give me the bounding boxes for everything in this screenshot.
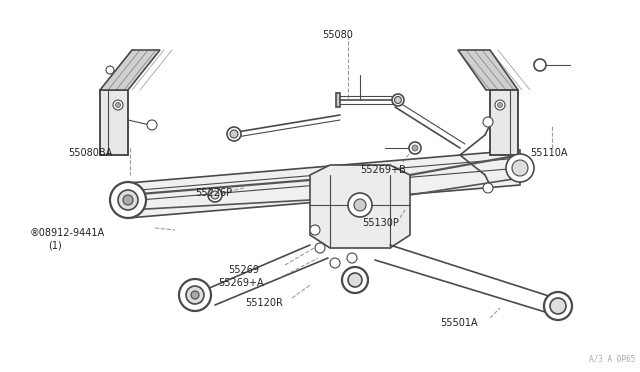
Circle shape [123, 195, 133, 205]
Text: (1): (1) [48, 240, 61, 250]
Circle shape [118, 190, 138, 210]
Text: 55269+A: 55269+A [218, 278, 264, 288]
Circle shape [495, 100, 505, 110]
Circle shape [113, 100, 123, 110]
Text: 55080: 55080 [322, 30, 353, 40]
Circle shape [347, 253, 357, 263]
Polygon shape [128, 150, 520, 218]
Text: 55269+B: 55269+B [360, 165, 406, 175]
Text: 55130P: 55130P [362, 218, 399, 228]
Polygon shape [336, 93, 340, 107]
Text: 55226P: 55226P [195, 188, 232, 198]
Circle shape [348, 273, 362, 287]
Circle shape [179, 279, 211, 311]
Ellipse shape [392, 94, 404, 106]
Circle shape [230, 130, 238, 138]
Circle shape [110, 182, 146, 218]
Circle shape [412, 145, 418, 151]
Circle shape [106, 66, 114, 74]
Circle shape [534, 59, 546, 71]
Circle shape [186, 286, 204, 304]
Text: 55080BA: 55080BA [68, 148, 112, 158]
Circle shape [409, 142, 421, 154]
Circle shape [115, 103, 120, 108]
Text: 55110A: 55110A [530, 148, 568, 158]
Text: A/3 A 0P65: A/3 A 0P65 [589, 355, 635, 364]
Circle shape [211, 191, 219, 199]
Text: 55501A: 55501A [440, 318, 477, 328]
Circle shape [310, 225, 320, 235]
Circle shape [191, 291, 199, 299]
Circle shape [227, 127, 241, 141]
Circle shape [315, 243, 325, 253]
Polygon shape [490, 90, 518, 155]
Polygon shape [458, 50, 518, 90]
Circle shape [208, 188, 222, 202]
Circle shape [483, 117, 493, 127]
Circle shape [348, 193, 372, 217]
Circle shape [506, 154, 534, 182]
Circle shape [497, 103, 502, 108]
Circle shape [550, 298, 566, 314]
Circle shape [330, 258, 340, 268]
Text: 55269: 55269 [228, 265, 259, 275]
Text: 55120R: 55120R [245, 298, 283, 308]
Polygon shape [100, 50, 160, 90]
Polygon shape [100, 90, 128, 155]
Circle shape [354, 199, 366, 211]
Circle shape [147, 120, 157, 130]
Ellipse shape [394, 96, 401, 103]
Circle shape [544, 292, 572, 320]
Text: ®08912-9441A: ®08912-9441A [30, 228, 105, 238]
Circle shape [342, 267, 368, 293]
Polygon shape [310, 165, 410, 248]
Circle shape [512, 160, 528, 176]
Circle shape [483, 183, 493, 193]
